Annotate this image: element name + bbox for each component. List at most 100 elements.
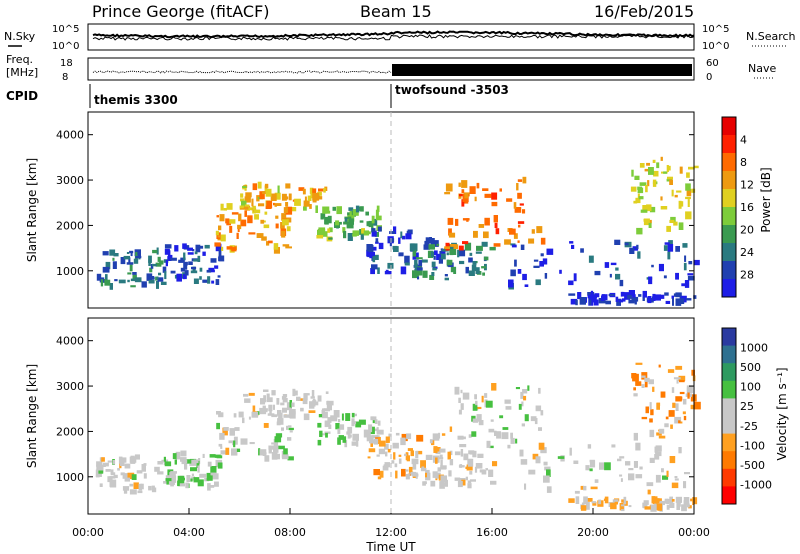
data-cell — [489, 445, 494, 449]
data-cell — [389, 231, 395, 234]
data-cell — [442, 482, 448, 487]
data-cell — [368, 220, 374, 228]
power-y-axis-label: Slant Range [km] — [25, 158, 39, 262]
data-cell — [133, 258, 139, 264]
data-cell — [214, 265, 219, 269]
data-cell — [450, 267, 456, 273]
data-cell — [616, 298, 621, 306]
data-cell — [484, 393, 488, 398]
data-cell — [273, 202, 276, 206]
data-cell — [628, 505, 632, 508]
data-cell — [476, 406, 482, 409]
data-cell — [280, 402, 285, 406]
colorbar-tick-label: 4 — [740, 134, 747, 147]
data-cell — [474, 394, 477, 400]
data-cell — [425, 469, 430, 475]
data-cell — [416, 434, 424, 442]
y-tick-label: 2000 — [56, 219, 84, 232]
data-cell — [663, 171, 667, 174]
data-cell — [322, 206, 327, 214]
data-cell — [472, 261, 477, 265]
data-cell — [648, 167, 654, 175]
data-cell — [481, 470, 487, 475]
colorbar-tick-label: -1000 — [740, 478, 772, 491]
data-cell — [351, 418, 355, 427]
data-cell — [435, 472, 441, 479]
data-cell — [220, 234, 226, 242]
data-cell — [651, 496, 656, 504]
colorbar-swatch — [722, 189, 736, 208]
data-cell — [459, 194, 466, 197]
data-cell — [242, 417, 245, 424]
data-cell — [681, 504, 687, 512]
data-cell — [233, 436, 238, 445]
data-cell — [575, 496, 580, 504]
data-cell — [514, 259, 517, 267]
data-cell — [340, 424, 345, 430]
data-cell — [371, 230, 377, 237]
data-cell — [440, 459, 443, 467]
data-cell — [401, 433, 408, 442]
data-cell — [614, 239, 621, 245]
data-cell — [303, 200, 310, 207]
data-cell — [574, 490, 580, 494]
data-cell — [502, 427, 509, 430]
data-cell — [271, 414, 278, 418]
data-cell — [110, 469, 114, 475]
data-cell — [663, 245, 668, 251]
data-cell — [318, 414, 323, 418]
data-cell — [580, 505, 587, 511]
data-cell — [583, 496, 588, 505]
data-cell — [655, 451, 662, 457]
data-cell — [322, 411, 328, 419]
data-cell — [327, 417, 332, 423]
data-cell — [377, 476, 382, 480]
data-cell — [319, 430, 323, 437]
data-cell — [162, 266, 167, 273]
data-cell — [458, 249, 466, 257]
data-cell — [96, 465, 100, 471]
data-cell — [158, 272, 162, 276]
data-cell — [649, 402, 652, 410]
data-cell — [285, 246, 292, 249]
data-cell — [457, 435, 464, 440]
data-cell — [218, 443, 223, 447]
data-cell — [659, 500, 665, 506]
noise-right-label: N.Search — [746, 30, 796, 43]
data-cell — [603, 498, 608, 501]
data-cell — [675, 272, 679, 280]
data-cell — [406, 234, 411, 238]
data-cell — [136, 470, 143, 474]
data-cell — [243, 393, 249, 397]
data-cell — [666, 470, 669, 477]
freq-panel-frame — [87, 57, 695, 81]
data-cell — [180, 267, 186, 272]
noise-left-label: N.Sky — [4, 30, 36, 43]
data-cell — [496, 431, 502, 439]
data-cell — [240, 219, 247, 227]
data-cell — [454, 451, 461, 456]
data-cell — [193, 459, 199, 464]
colorbar-swatch — [722, 243, 736, 262]
data-cell — [646, 482, 654, 487]
data-cell — [214, 481, 219, 487]
data-cell — [258, 448, 261, 456]
data-cell — [427, 250, 434, 258]
colorbar-swatch — [722, 261, 736, 280]
data-cell — [431, 261, 436, 268]
data-cell — [359, 220, 364, 223]
data-cell — [642, 205, 648, 212]
data-cell — [593, 299, 599, 306]
data-cell — [559, 269, 562, 274]
data-cell — [180, 450, 187, 457]
colorbar-frame — [721, 327, 737, 505]
colorbar-tick-label: 28 — [740, 269, 754, 282]
data-cell — [454, 477, 461, 481]
data-cell — [355, 205, 360, 213]
data-cell — [185, 482, 189, 489]
data-cell — [374, 232, 379, 237]
data-cell — [209, 269, 215, 273]
data-cell — [186, 459, 192, 464]
data-cell — [127, 279, 130, 283]
colorbar-tick-label: 12 — [740, 179, 754, 192]
